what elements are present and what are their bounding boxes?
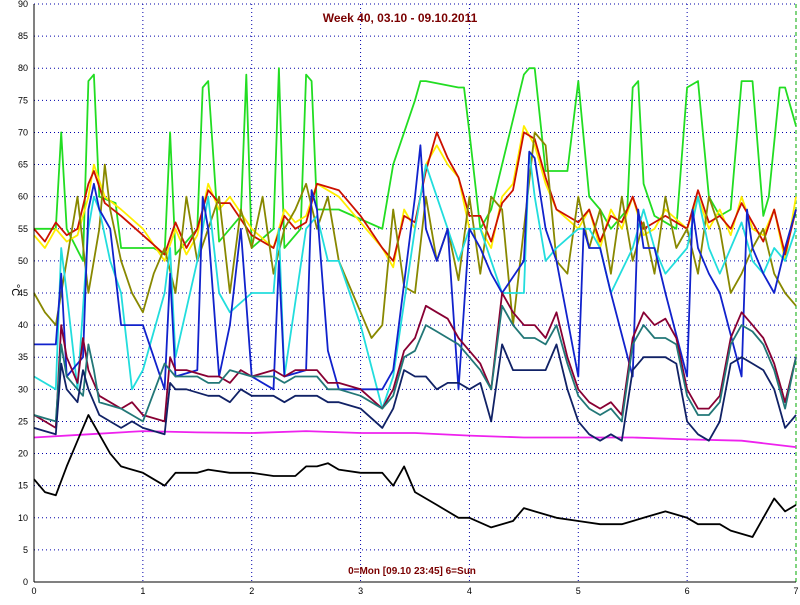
series-line-1 (34, 67, 797, 262)
x-tick-label: 5 (576, 586, 581, 596)
y-tick-label: 90 (18, 0, 28, 9)
x-tick-label: 6 (685, 586, 690, 596)
series-line-9 (33, 292, 797, 429)
y-tick-label: 15 (18, 481, 28, 491)
y-tick-label: 30 (18, 384, 28, 394)
series-line-3 (33, 131, 797, 262)
y-tick-label: 10 (18, 513, 28, 523)
x-tick-label: 1 (140, 586, 145, 596)
x-tick-label: 0 (31, 586, 36, 596)
series-line-8 (33, 414, 797, 538)
y-tick-label: 85 (18, 31, 28, 41)
y-tick-label: 0 (23, 577, 28, 587)
chart-title: Week 40, 03.10 - 09.10.2011 (323, 11, 478, 25)
y-tick-label: 5 (23, 545, 28, 555)
series-line-4 (33, 131, 797, 339)
y-tick-label: 70 (18, 127, 28, 137)
y-tick-label: 40 (18, 320, 28, 330)
y-tick-label: 80 (18, 63, 28, 73)
x-tick-label: 4 (467, 586, 472, 596)
y-tick-label: 45 (18, 288, 28, 298)
y-tick-label: 75 (18, 95, 28, 105)
y-tick-label: 50 (18, 256, 28, 266)
y-tick-label: 35 (18, 352, 28, 362)
y-axis-label: °C (9, 284, 21, 296)
series-line-7 (33, 430, 797, 448)
y-tick-label: 55 (18, 224, 28, 234)
y-tick-label: 25 (18, 416, 28, 426)
x-axis-label: 0=Mon [09.10 23:45] 6=Sun (348, 566, 476, 577)
series-line-10 (33, 304, 797, 423)
x-tick-label: 7 (793, 586, 798, 596)
x-tick-label: 3 (358, 586, 363, 596)
y-tick-label: 20 (18, 449, 28, 459)
y-tick-label: 65 (18, 160, 28, 170)
grid-layer (34, 3, 797, 582)
series-layer (33, 67, 797, 538)
series-line-11 (33, 343, 797, 442)
x-tick-label: 2 (249, 586, 254, 596)
y-tick-label: 60 (18, 192, 28, 202)
series-line-6 (34, 144, 797, 391)
